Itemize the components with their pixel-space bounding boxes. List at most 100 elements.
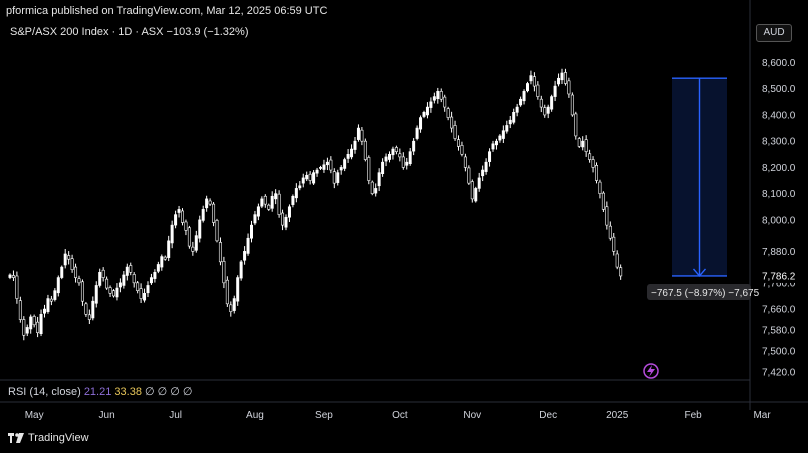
candle-body [570,94,574,116]
candle-body [25,327,29,334]
y-tick-label: 8,000.0 [762,215,796,226]
candle-body [222,261,226,284]
candle-body [415,127,419,139]
price-tag-box [755,268,803,283]
candle-body [74,266,78,278]
candle-body [325,161,329,166]
x-tick-label: Feb [684,410,702,421]
candle-body [218,242,222,263]
candle-body [377,172,381,187]
candle-body [474,188,478,202]
price-tag: 7,786.2 [762,271,796,282]
candle-body [53,290,57,300]
candle-body [598,181,602,194]
candle-body [146,285,150,294]
candle-body [301,177,305,184]
candle-body [84,303,88,315]
candle-body [36,321,40,333]
measure-label-box [647,283,751,300]
y-tick-label: 8,600.0 [762,58,796,69]
candle-body [239,261,243,279]
candle-body [63,253,67,266]
candle-body [405,161,409,166]
candle-body [15,275,19,299]
candle-body [291,195,295,205]
candle-body [494,140,498,146]
candle-body [615,253,619,268]
candle-body [422,112,426,117]
tradingview-logo[interactable]: TradingView [8,432,89,444]
candle-body [284,216,288,228]
tradingview-logo-icon [8,433,24,443]
candle-body [608,225,612,239]
candle-body [591,159,595,168]
symbol-change: −103.9 (−1.32%) [166,26,249,38]
x-tick-label: Mar [753,410,771,421]
candle-body [49,298,53,302]
x-tick-label: Sep [315,410,333,421]
candle-body [350,148,354,158]
candle-body [243,251,247,261]
candle-body [42,308,46,314]
y-tick-label: 7,760.0 [762,278,796,289]
candle-body [177,209,181,213]
candle-body [512,112,516,123]
candle-body [567,80,571,95]
candle-body [308,173,312,181]
candle-body [274,193,278,200]
candle-body [56,277,60,294]
candle-body [281,212,285,226]
candle-body [467,167,471,184]
candle-body [408,151,412,165]
y-tick-label: 7,500.0 [762,347,796,358]
candle-body [381,161,385,175]
candle-body [363,140,367,160]
candle-body [32,316,36,326]
x-axis: MayJunJulAugSepOctNovDec2025FebMarAprMay [25,410,772,421]
candle-body [384,156,388,162]
measure-arrow-head [692,268,707,278]
candle-body [270,195,274,209]
candle-body [256,206,260,217]
x-tick-label: Nov [463,410,481,421]
candle-body [312,172,316,184]
candle-body [588,153,592,160]
candle-body [160,256,164,268]
candle-body [332,171,336,184]
candle-body [539,98,543,108]
candle-body [522,91,526,102]
candle-body [112,290,116,297]
rsi-value-1: 21.21 [83,386,112,398]
candle-body [187,227,191,247]
candle-body [370,181,374,194]
candle-body [619,267,623,277]
candle-body [346,153,350,159]
candle-body [105,278,109,289]
candle-body [401,156,405,168]
candle-body [198,219,202,239]
candle-body [225,279,229,305]
candle-body [394,147,398,152]
candle-body [612,236,616,252]
y-axis: 8,600.0 8,500.0 8,400.0 8,300.0 8,200.0 8,100… [762,58,796,379]
x-tick-label: Aug [246,410,264,421]
candle-body [577,138,581,147]
candle-body [277,193,281,215]
candle-body [560,72,564,81]
currency-button[interactable]: AUD [756,24,792,42]
candle-body [412,140,416,152]
flash-icon[interactable] [643,363,659,379]
candle-body [108,287,112,294]
candle-body [215,220,219,242]
rsi-legend: RSI (14, close) 21.21 33.38 ∅ ∅ ∅ ∅ [8,385,193,398]
candle-body [11,275,15,278]
candle-body [322,164,326,170]
x-tick-label: Dec [539,410,557,421]
candle-body [250,224,254,239]
candle-body [267,204,271,210]
rsi-extra: ∅ ∅ ∅ ∅ [145,386,193,398]
candle-body [519,98,523,106]
x-tick-label: Jul [169,410,182,421]
candle-body [594,165,598,181]
